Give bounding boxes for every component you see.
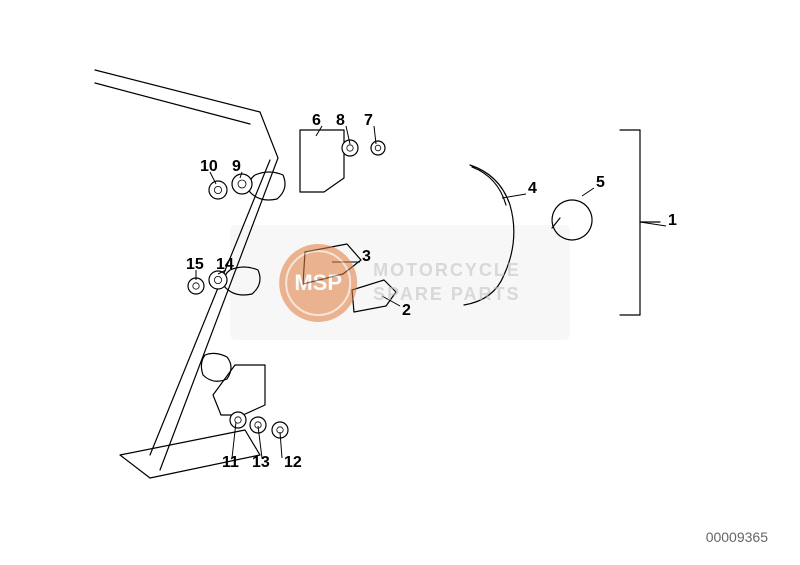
callout-14: 14 [216, 256, 234, 274]
callout-11: 11 [222, 454, 239, 472]
washer-10 [209, 181, 227, 199]
bracket-top [300, 130, 344, 192]
callout-5: 5 [596, 174, 605, 192]
leader-5 [582, 188, 594, 196]
bracket-lower [213, 365, 265, 415]
callout-7: 7 [364, 112, 373, 130]
callout-1: 1 [668, 212, 677, 230]
callout-13: 13 [252, 454, 270, 472]
callout-3: 3 [362, 248, 371, 266]
diagram-svg [0, 0, 800, 565]
bolt-7 [371, 141, 385, 155]
callout-8: 8 [336, 112, 345, 130]
diagram-canvas: MSP MOTORCYCLE SPARE PARTS 1234567891011… [0, 0, 800, 565]
callout-6: 6 [312, 112, 321, 130]
watermark-bg [230, 225, 570, 340]
clip-ring [552, 200, 592, 240]
foot-plate [120, 430, 260, 478]
callout-9: 9 [232, 158, 241, 176]
callout-4: 4 [528, 180, 537, 198]
leader-1 [640, 222, 666, 226]
callout-15: 15 [186, 256, 204, 274]
callout-10: 10 [200, 158, 218, 176]
callout-2: 2 [402, 302, 411, 320]
washer-11 [230, 412, 246, 428]
washer-15 [188, 278, 204, 294]
image-id: 00009365 [706, 529, 768, 545]
nut-9 [232, 174, 252, 194]
washer-13 [250, 417, 266, 433]
callout-12: 12 [284, 454, 302, 472]
